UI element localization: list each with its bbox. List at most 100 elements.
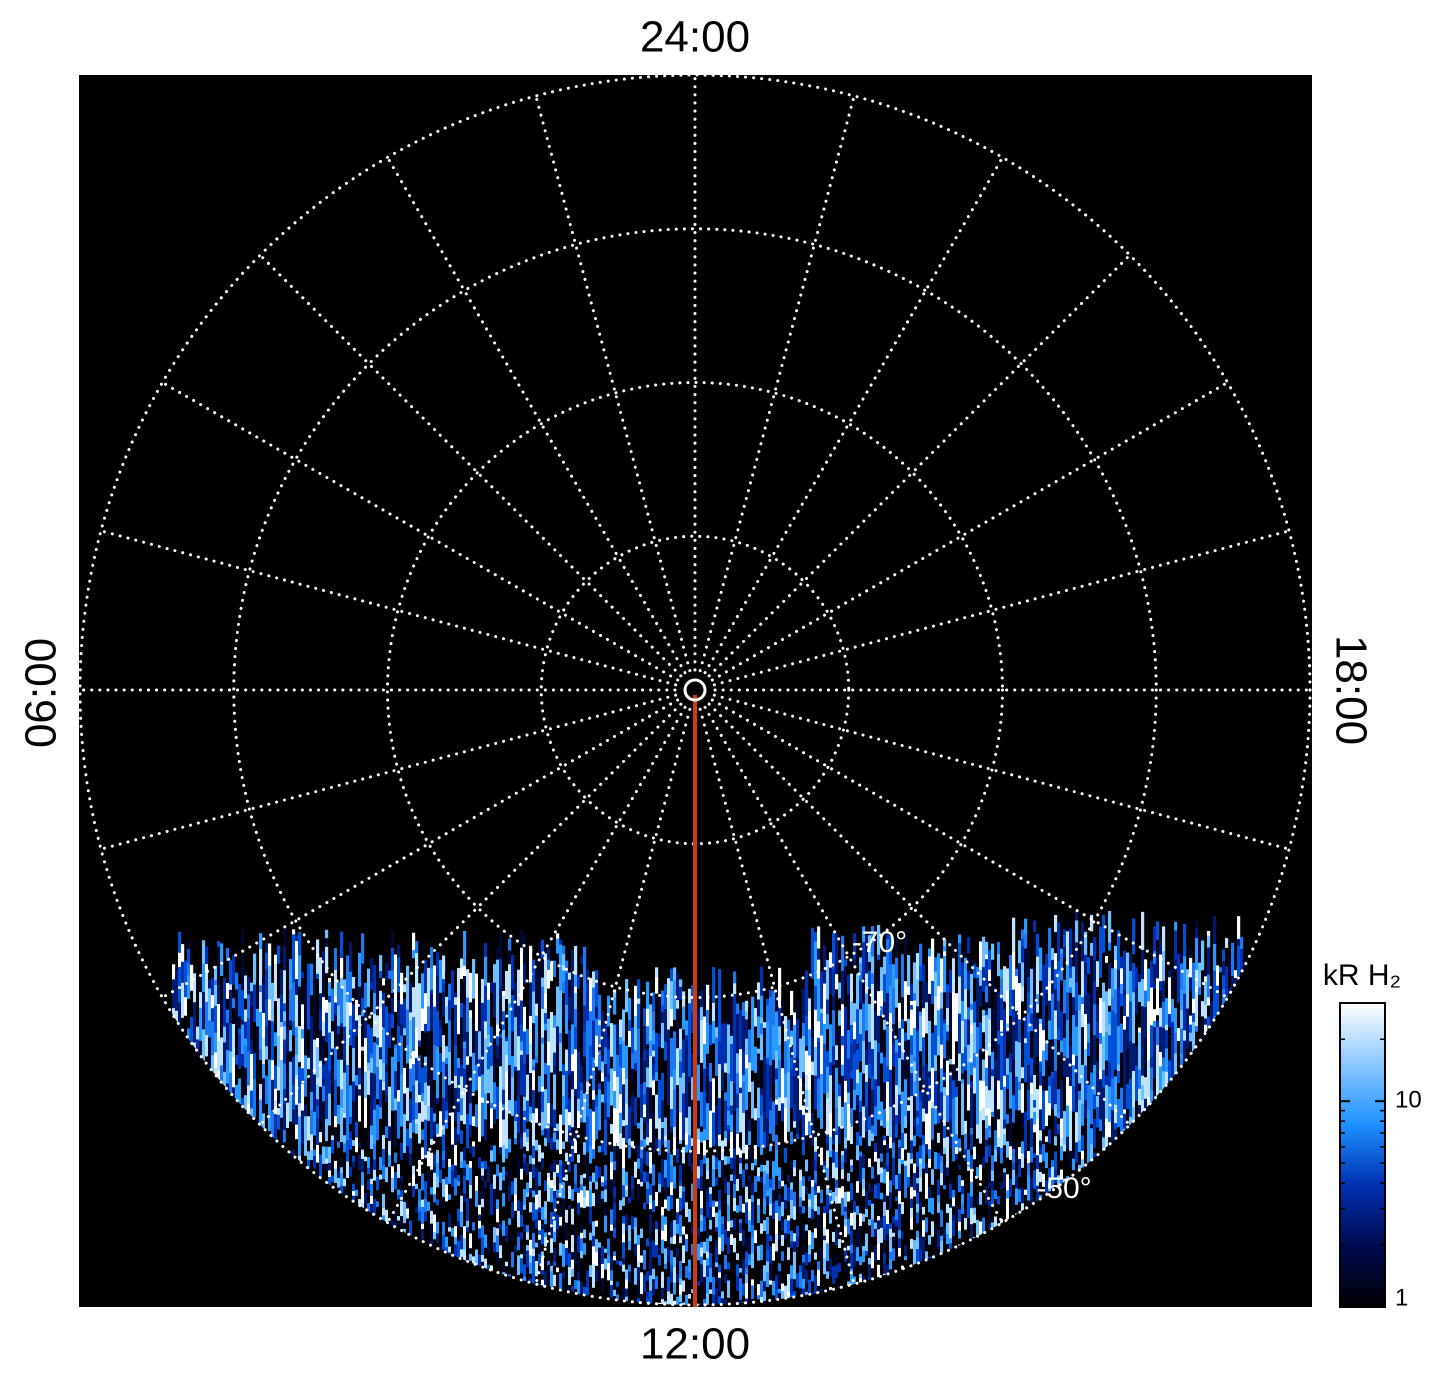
emission-pixel <box>565 1265 569 1279</box>
emission-pixel <box>781 1234 785 1247</box>
emission-pixel <box>646 981 650 1010</box>
emission-pixel <box>496 1199 500 1210</box>
emission-pixel <box>826 1260 830 1272</box>
emission-pixel <box>586 983 590 1022</box>
emission-pixel <box>751 1162 755 1171</box>
emission-pixel <box>652 1164 656 1182</box>
emission-pixel <box>331 1036 335 1050</box>
emission-pixel <box>643 1233 647 1251</box>
emission-pixel <box>346 1140 350 1154</box>
emission-pixel <box>772 1234 776 1244</box>
emission-pixel <box>559 990 563 1025</box>
emission-pixel <box>967 1019 971 1046</box>
emission-pixel <box>550 1238 554 1254</box>
emission-pixel <box>949 1148 953 1164</box>
emission-pixel <box>628 1144 632 1151</box>
emission-pixel <box>760 1176 764 1184</box>
emission-pixel <box>724 1138 728 1147</box>
emission-pixel <box>754 1158 758 1167</box>
emission-pixel <box>562 1141 566 1150</box>
emission-pixel <box>406 991 410 1010</box>
emission-pixel <box>667 978 671 991</box>
emission-pixel <box>268 1020 272 1061</box>
emission-pixel <box>604 1269 608 1280</box>
emission-pixel <box>529 1131 533 1141</box>
emission-pixel <box>586 1206 590 1224</box>
emission-pixel <box>622 1205 626 1217</box>
emission-pixel <box>898 1238 902 1249</box>
emission-pixel <box>829 1223 833 1238</box>
emission-pixel <box>607 1117 611 1130</box>
emission-pixel <box>856 1231 860 1248</box>
emission-pixel <box>868 1167 872 1185</box>
emission-pixel <box>958 1013 962 1055</box>
emission-pixel <box>787 1131 791 1148</box>
emission-pixel <box>628 1292 632 1298</box>
emission-pixel <box>391 993 395 999</box>
emission-pixel <box>937 986 941 1011</box>
emission-pixel <box>463 1202 467 1213</box>
emission-pixel <box>211 978 215 996</box>
emission-pixel <box>706 1251 710 1259</box>
emission-pixel <box>208 961 212 981</box>
emission-pixel <box>232 1023 236 1033</box>
emission-pixel <box>790 1247 794 1266</box>
emission-pixel <box>739 1285 743 1301</box>
emission-pixel <box>697 1260 701 1276</box>
emission-pixel <box>253 1084 257 1118</box>
emission-pixel <box>913 1163 917 1174</box>
emission-pixel <box>706 1187 710 1195</box>
emission-pixel <box>553 1074 557 1091</box>
emission-pixel <box>538 1075 542 1093</box>
emission-pixel <box>586 1163 590 1182</box>
emission-pixel <box>331 971 335 983</box>
emission-pixel <box>499 1020 503 1035</box>
emission-pixel <box>493 1242 497 1253</box>
emission-pixel <box>913 962 917 994</box>
emission-pixel <box>580 996 584 1022</box>
emission-pixel <box>949 1199 953 1205</box>
emission-pixel <box>283 1026 287 1041</box>
emission-pixel <box>676 1136 680 1150</box>
emission-pixel <box>799 1214 803 1228</box>
emission-pixel <box>526 1121 530 1130</box>
emission-pixel <box>517 1189 521 1201</box>
emission-pixel <box>838 1272 842 1288</box>
emission-pixel <box>415 1080 419 1104</box>
emission-pixel <box>280 994 284 1023</box>
emission-pixel <box>478 1238 482 1256</box>
emission-pixel <box>394 1172 398 1191</box>
emission-pixel <box>709 1062 713 1083</box>
emission-pixel <box>940 1173 944 1186</box>
emission-pixel <box>613 1170 617 1188</box>
emission-pixel <box>970 1134 974 1151</box>
emission-pixel <box>868 1264 872 1278</box>
emission-pixel <box>481 972 485 980</box>
emission-pixel <box>535 1003 539 1017</box>
emission-pixel <box>457 1158 461 1176</box>
emission-pixel <box>562 1266 566 1272</box>
emission-pixel <box>529 1187 533 1194</box>
emission-pixel <box>973 1223 977 1238</box>
emission-pixel <box>724 1146 728 1157</box>
emission-pixel <box>442 1150 446 1161</box>
emission-pixel <box>466 969 470 999</box>
emission-pixel <box>697 1188 701 1196</box>
emission-pixel <box>874 1106 878 1137</box>
emission-pixel <box>790 1230 794 1242</box>
emission-pixel <box>667 1153 671 1169</box>
emission-pixel <box>802 1141 806 1156</box>
emission-pixel <box>949 1032 953 1060</box>
emission-pixel <box>817 959 821 980</box>
emission-pixel <box>748 1181 752 1192</box>
emission-pixel <box>292 1035 296 1058</box>
emission-pixel <box>931 1236 935 1242</box>
emission-pixel <box>685 1035 689 1041</box>
emission-pixel <box>655 993 659 1034</box>
emission-pixel <box>955 1108 959 1135</box>
emission-pixel <box>871 1133 875 1142</box>
emission-pixel <box>508 1240 512 1252</box>
emission-pixel <box>490 1128 494 1146</box>
emission-pixel <box>784 1239 788 1255</box>
emission-pixel <box>619 1044 623 1068</box>
